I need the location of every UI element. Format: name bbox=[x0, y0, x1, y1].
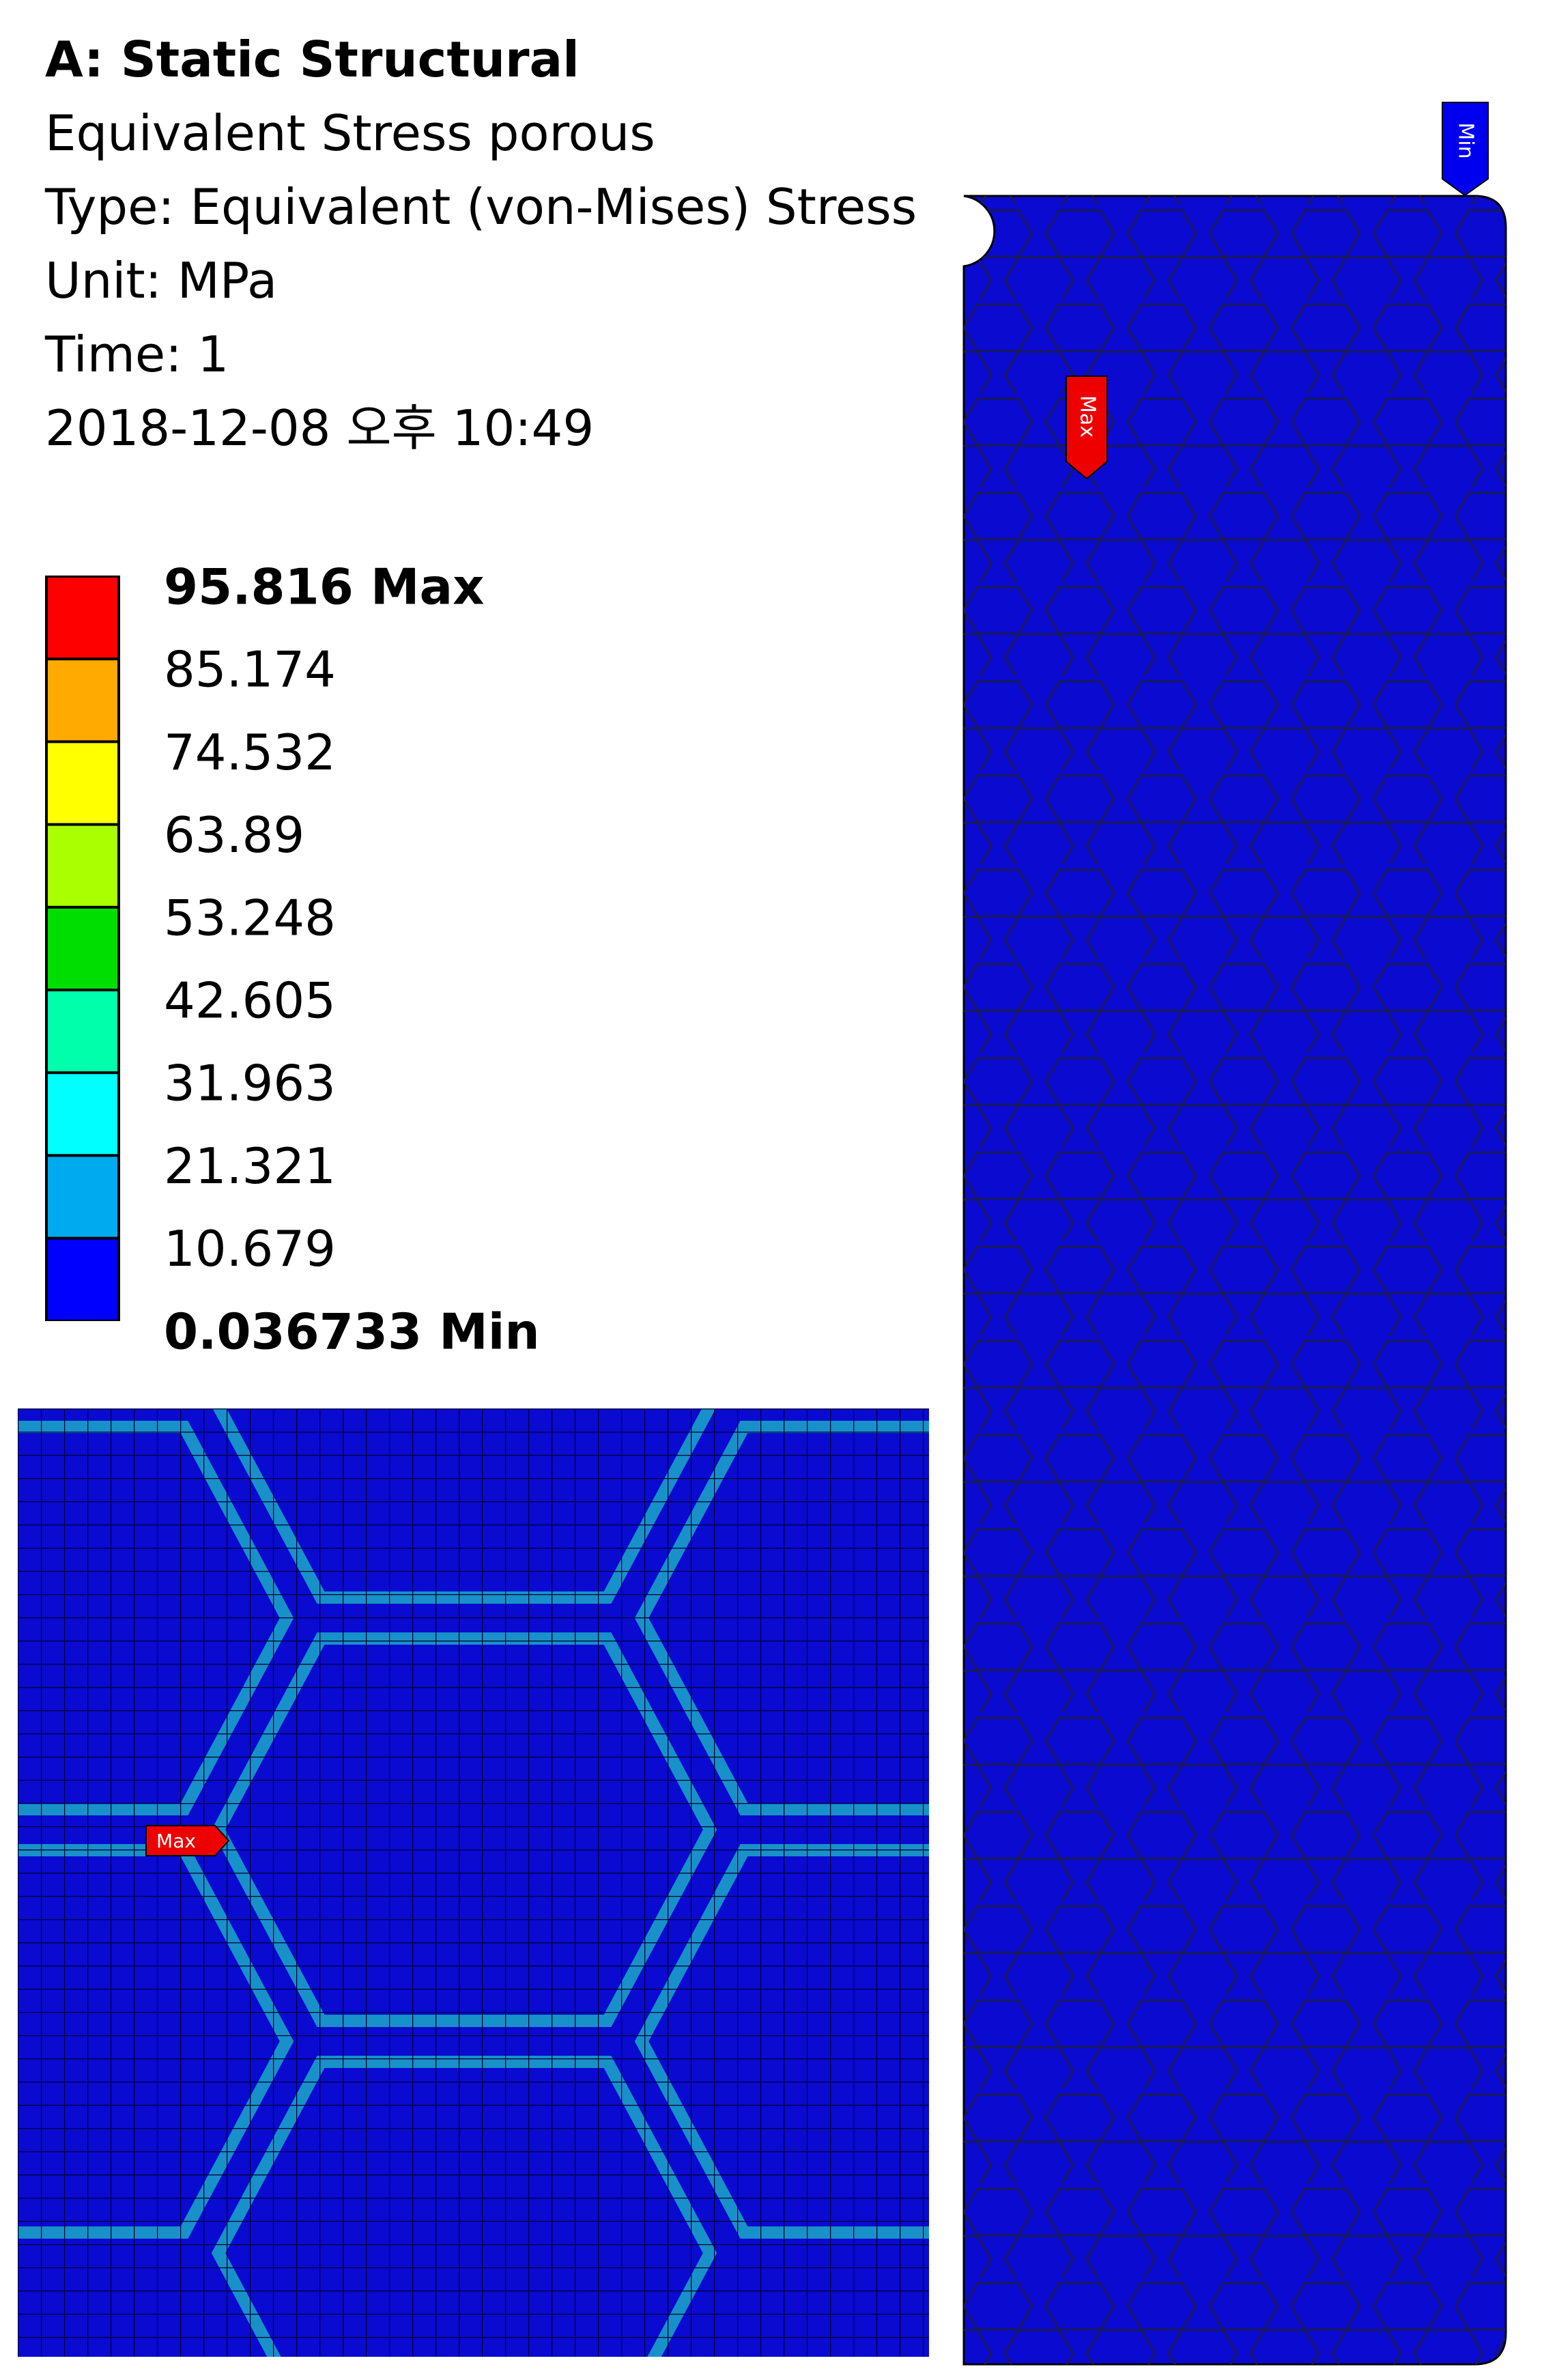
legend-band bbox=[48, 1157, 117, 1237]
legend-label: 63.89 bbox=[164, 806, 304, 864]
header-line: 2018-12-08 오후 10:49 bbox=[45, 399, 594, 457]
legend-label: 74.532 bbox=[164, 724, 336, 781]
hex-pattern bbox=[964, 196, 1506, 2364]
title: A: Static Structural bbox=[45, 31, 580, 88]
legend-band bbox=[48, 908, 117, 989]
detail-max-probe-label: Max bbox=[156, 1830, 196, 1852]
legend-label: 0.036733 Min bbox=[164, 1303, 540, 1360]
legend-label: 10.679 bbox=[164, 1220, 336, 1277]
mesh bbox=[18, 1408, 929, 2357]
legend-band bbox=[48, 825, 117, 906]
legend-band bbox=[48, 1239, 117, 1320]
legend-label: 85.174 bbox=[164, 641, 336, 698]
min-probe-label: Min bbox=[1454, 122, 1478, 158]
legend-label: 21.321 bbox=[164, 1137, 336, 1195]
legend-label: 53.248 bbox=[164, 889, 336, 946]
legend-band bbox=[48, 578, 117, 658]
detail-view bbox=[18, 1408, 929, 2357]
min-probe bbox=[1442, 102, 1489, 197]
legend-label: 31.963 bbox=[164, 1055, 336, 1112]
legend-band bbox=[48, 660, 117, 741]
max-probe bbox=[1066, 376, 1108, 480]
legend-band bbox=[48, 1074, 117, 1154]
legend-band bbox=[48, 991, 117, 1072]
header-line: Type: Equivalent (von-Mises) Stress bbox=[44, 178, 917, 236]
header-line: Unit: MPa bbox=[45, 252, 277, 309]
legend-label: 42.605 bbox=[164, 972, 336, 1030]
legend-band bbox=[48, 743, 117, 823]
max-probe-label: Max bbox=[1076, 395, 1100, 438]
header-line: Equivalent Stress porous bbox=[45, 104, 655, 162]
legend-label: 95.816 Max bbox=[164, 558, 485, 616]
header-line: Time: 1 bbox=[44, 326, 229, 383]
detail-max-probe bbox=[145, 1825, 230, 1856]
